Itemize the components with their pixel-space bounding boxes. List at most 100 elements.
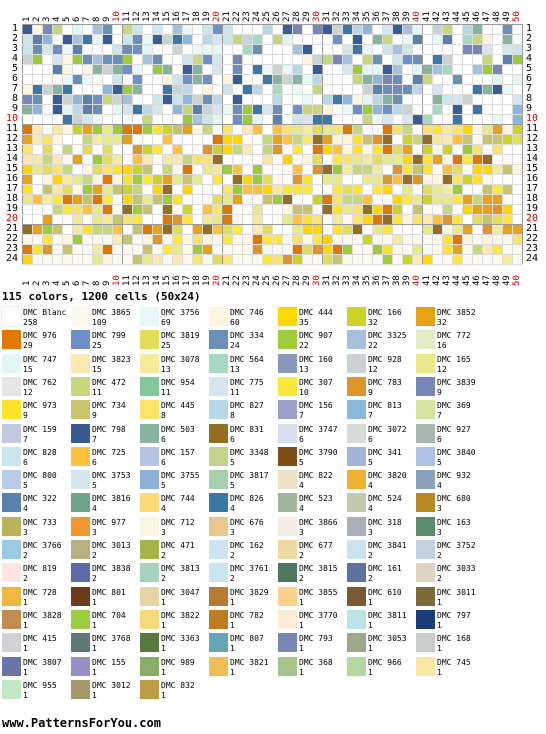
stitch-cell — [482, 224, 492, 234]
stitch-cell — [142, 194, 152, 204]
stitch-cell — [142, 244, 152, 254]
legend-name: DMC 3753 — [92, 471, 131, 481]
stitch-cell — [232, 174, 242, 184]
column-number-top: 8 — [92, 16, 102, 22]
legend-count: 60 — [230, 318, 240, 327]
stitch-cell — [182, 24, 192, 34]
stitch-cell — [332, 234, 342, 244]
legend-name: DMC 3761 — [230, 564, 269, 574]
legend-count: 5 — [230, 481, 235, 491]
stitch-cell — [362, 104, 372, 114]
stitch-cell — [192, 224, 202, 234]
legend-swatch — [209, 656, 228, 676]
stitch-cell — [392, 44, 402, 54]
column-number-bottom: 19 — [202, 275, 212, 286]
legend-name: DMC 3363 — [161, 634, 200, 644]
stitch-cell — [472, 164, 482, 174]
legend-swatch — [71, 446, 90, 466]
legend-swatch — [140, 609, 159, 629]
stitch-cell — [422, 174, 432, 184]
legend-name: DMC 747 — [23, 354, 57, 364]
column-number-bottom: 10 — [112, 275, 122, 286]
legend-count: 3 — [23, 527, 28, 537]
stitch-cell — [422, 134, 432, 144]
site-footer[interactable]: www.PatternsForYou.com — [2, 716, 161, 730]
stitch-cell — [242, 174, 252, 184]
stitch-cell — [222, 184, 232, 194]
row-number-right: 1 — [526, 23, 533, 34]
stitch-cell — [212, 94, 222, 104]
stitch-cell — [352, 124, 362, 134]
legend-name: DMC 3822 — [161, 610, 200, 620]
stitch-cell — [512, 104, 522, 114]
stitch-cell — [82, 144, 92, 154]
stitch-cell — [22, 244, 32, 254]
legend-count: 4 — [23, 504, 28, 514]
stitch-cell — [282, 64, 292, 74]
stitch-cell — [52, 254, 62, 264]
stitch-cell — [512, 164, 522, 174]
stitch-cell — [82, 94, 92, 104]
stitch-cell — [312, 84, 322, 94]
stitch-cell — [322, 144, 332, 154]
legend-count: 2 — [23, 551, 28, 560]
stitch-cell — [482, 124, 492, 134]
column-number-top: 25 — [262, 11, 272, 22]
stitch-cell — [512, 254, 522, 264]
stitch-cell — [332, 94, 342, 104]
legend-count: 1 — [161, 620, 166, 630]
legend-count: 13 — [161, 364, 171, 374]
stitch-cell — [302, 134, 312, 144]
stitch-cell — [342, 44, 352, 54]
stitch-cell — [82, 74, 92, 84]
stitch-cell — [222, 204, 232, 214]
stitch-cell — [232, 34, 242, 44]
stitch-cell — [52, 184, 62, 194]
legend-item: DMC 3865 109 — [71, 307, 140, 335]
legend-item: DMC 813 7 — [347, 400, 416, 428]
stitch-cell — [92, 254, 102, 264]
stitch-cell — [382, 64, 392, 74]
stitch-cell — [102, 184, 112, 194]
legend-item: DMC 712 3 — [140, 516, 209, 545]
stitch-cell — [492, 74, 502, 84]
column-number-top: 23 — [242, 11, 252, 22]
stitch-cell — [62, 124, 72, 134]
stitch-cell — [282, 194, 292, 204]
column-number-top: 34 — [352, 11, 362, 22]
stitch-cell — [52, 104, 62, 114]
legend-item: DMC 744 4 — [140, 493, 209, 521]
stitch-cell — [302, 54, 312, 64]
stitch-cell — [402, 174, 412, 184]
legend-count: 13 — [230, 364, 240, 374]
stitch-cell — [102, 204, 112, 214]
column-number-top: 30 — [312, 11, 322, 22]
legend-name: DMC 503 — [161, 424, 195, 434]
stitch-cell — [272, 114, 282, 124]
stitch-cell — [252, 174, 262, 184]
stitch-cell — [72, 174, 82, 184]
stitch-cell — [452, 224, 462, 234]
stitch-cell — [422, 144, 432, 154]
legend-name: DMC 3013 — [92, 541, 131, 550]
stitch-cell — [62, 194, 72, 204]
stitch-cell — [432, 214, 442, 224]
legend-item: DMC 3822 1 — [140, 609, 209, 638]
stitch-cell — [92, 224, 102, 234]
legend-name: DMC 3766 — [23, 541, 62, 550]
legend-count: 1 — [92, 644, 97, 654]
legend-item: DMC 318 3 — [347, 516, 416, 545]
stitch-cell — [482, 194, 492, 204]
legend-item: DMC 3363 1 — [140, 633, 209, 661]
stitch-cell — [502, 24, 512, 34]
legend-swatch — [2, 633, 21, 653]
stitch-cell — [462, 234, 472, 244]
legend-count: 109 — [92, 318, 107, 327]
stitch-cell — [452, 174, 462, 184]
legend-item: DMC 3840 5 — [416, 446, 485, 475]
stitch-cell — [272, 254, 282, 264]
legend-swatch — [140, 516, 159, 536]
stitch-cell — [412, 84, 422, 94]
stitch-cell — [292, 84, 302, 94]
stitch-cell — [472, 194, 482, 204]
